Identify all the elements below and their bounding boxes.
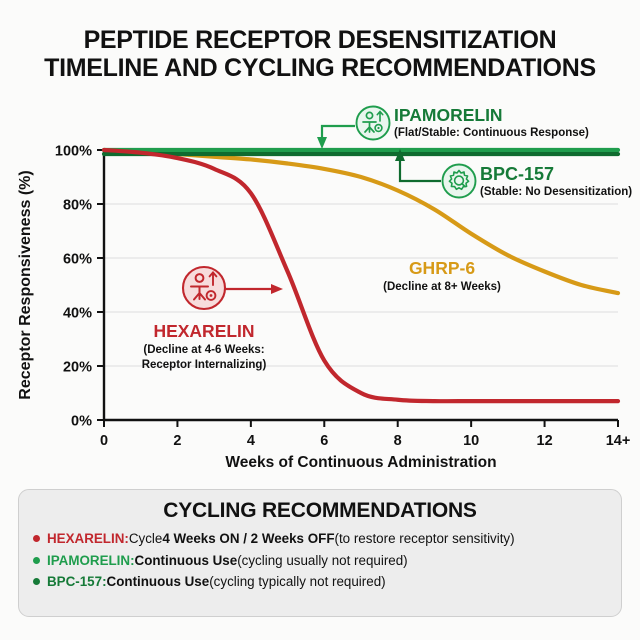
y-tick-label: 0%	[71, 414, 92, 430]
title-line-1: PEPTIDE RECEPTOR DESENSITIZATION	[83, 26, 557, 54]
bullet-dot	[33, 535, 40, 542]
y-axis-title: Receptor Responsiveness (%)	[17, 170, 34, 399]
recommendation-drug: BPC-157:	[47, 574, 107, 589]
person-gear-arrow-icon	[355, 105, 391, 141]
recommendation-emphasis: Continuous Use	[134, 552, 238, 568]
ipamorelin-arrowhead	[317, 137, 327, 149]
desensitization-line-chart: 0% 20% 40% 60% 80% 100% 0 2 4 6 8 10 12 14+ Receptor…	[17, 105, 632, 471]
bullet-dot	[33, 556, 40, 564]
hexarelin-arrowhead	[271, 284, 283, 294]
y-tick-label: 100%	[55, 144, 92, 160]
x-tick-label: 10	[463, 433, 479, 449]
recommendation-emphasis: Continuous Use	[106, 574, 210, 589]
recommendation-item: HEXARELIN: Cycle 4 Weeks ON / 2 Weeks OF…	[33, 528, 621, 550]
ipamorelin-connector	[320, 124, 355, 138]
x-tick-label: 2	[173, 433, 181, 449]
x-tick-label: 4	[247, 433, 255, 449]
x-tick-label: 12	[537, 433, 553, 449]
ipamorelin-label: IPAMORELIN	[394, 105, 503, 125]
bpc157-label: BPC-157	[480, 164, 554, 184]
ghrp6-sublabel: (Decline at 8+ Weeks)	[383, 281, 501, 293]
bpc157-sublabel: (Stable: No Desensitization)	[480, 186, 632, 198]
data-series-layer	[101, 147, 621, 404]
annotation-ghrp6: GHRP-6 (Decline at 8+ Weeks)	[383, 258, 501, 293]
x-tick-label: 8	[394, 433, 402, 449]
recommendation-tail: (to restore receptor sensitivity)	[334, 531, 515, 546]
hexarelin-sublabel-2: Receptor Internalizing)	[142, 359, 267, 371]
x-tick-label: 6	[320, 433, 328, 449]
x-tick-label: 0	[100, 433, 108, 449]
cycling-recommendations-panel: CYCLING RECOMMENDATIONS HEXARELIN: Cycle…	[18, 489, 622, 617]
panel-title: CYCLING RECOMMENDATIONS	[163, 499, 477, 522]
bpc157-connector	[398, 160, 441, 183]
chart-area: 0% 20% 40% 60% 80% 100% 0 2 4 6 8 10 12 14+ Receptor…	[0, 96, 640, 486]
annotation-ipamorelin: IPAMORELIN (Flat/Stable: Continuous Resp…	[317, 105, 589, 149]
recommendation-tail: (cycling typically not required)	[209, 574, 386, 589]
person-gear-arrow-icon	[181, 265, 227, 311]
x-axis-ticks: 0 2 4 6 8 10 12 14+	[100, 420, 630, 449]
y-tick-label: 80%	[63, 198, 92, 214]
annotation-hexarelin: HEXARELIN (Decline at 4-6 Weeks: Recepto…	[142, 265, 283, 371]
recommendation-item: IPAMORELIN: Continuous Use (cycling usua…	[33, 550, 621, 572]
bullet-dot	[33, 578, 40, 585]
y-tick-label: 20%	[63, 360, 92, 376]
annotation-bpc157: BPC-157 (Stable: No Desensitization)	[395, 149, 632, 199]
recommendation-drug: IPAMORELIN:	[47, 552, 135, 568]
y-tick-label: 60%	[63, 252, 92, 268]
bpc157-arrowhead	[395, 149, 405, 161]
hexarelin-sublabel-1: (Decline at 4-6 Weeks:	[143, 344, 264, 356]
x-axis-title: Weeks of Continuous Administration	[225, 454, 496, 471]
recommendation-drug: HEXARELIN:	[47, 531, 129, 546]
ipamorelin-sublabel: (Flat/Stable: Continuous Response)	[394, 127, 589, 139]
hexarelin-label: HEXARELIN	[153, 321, 254, 341]
recommendation-item: BPC-157: Continuous Use (cycling typical…	[33, 571, 621, 593]
recommendation-mid: Cycle	[128, 531, 163, 546]
series-line-hexarelin	[101, 147, 621, 404]
gear-magnifier-icon	[441, 163, 477, 199]
recommendation-list: HEXARELIN: Cycle 4 Weeks ON / 2 Weeks OF…	[19, 528, 621, 593]
y-tick-label: 40%	[63, 306, 92, 322]
recommendation-tail: (cycling usually not required)	[237, 552, 408, 568]
page-title: PEPTIDE RECEPTOR DESENSITIZATION TIMELIN…	[0, 26, 640, 82]
recommendation-emphasis: 4 Weeks ON / 2 Weeks OFF	[162, 531, 335, 546]
title-line-2: TIMELINE AND CYCLING RECOMMENDATIONS	[44, 54, 596, 82]
x-tick-label: 14+	[606, 433, 631, 449]
ghrp6-label: GHRP-6	[409, 258, 475, 278]
y-axis-ticks: 0% 20% 40% 60% 80% 100%	[55, 144, 104, 430]
